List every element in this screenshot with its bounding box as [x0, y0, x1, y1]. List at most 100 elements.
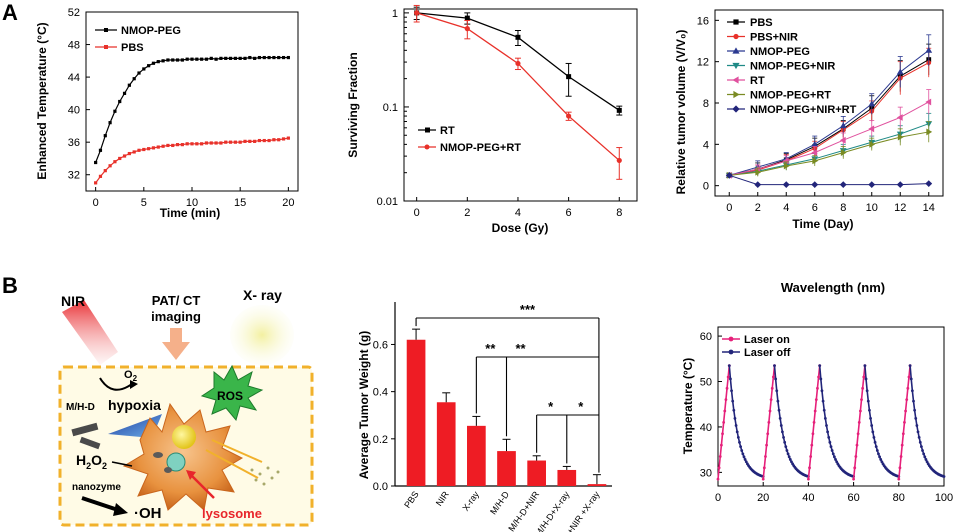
c5-legend-label: Laser on — [744, 334, 790, 346]
c1-xtick-label: 10 — [186, 197, 198, 209]
c5-laser-on-point — [723, 409, 727, 413]
c1-point — [118, 99, 122, 104]
c1-point — [161, 59, 165, 63]
c5-laser-off-point — [830, 449, 834, 452]
c4-bar — [587, 484, 607, 486]
c1-point — [156, 145, 160, 149]
c1-point — [228, 56, 233, 60]
nanozyme-arrow — [81, 496, 119, 512]
c5-laser-off-point — [822, 408, 826, 412]
c3-xtick-label: 14 — [923, 202, 935, 214]
c2-point — [616, 157, 622, 164]
c3-xtick-label: 2 — [755, 202, 761, 214]
c5-ytick-label: 60 — [700, 331, 712, 343]
c5-laser-on-point — [812, 421, 816, 424]
c2-xtick-label: 4 — [515, 207, 521, 219]
c3-xtick-label: 4 — [783, 202, 789, 214]
c1-point — [214, 57, 218, 61]
c5-laser-off-point — [784, 445, 788, 449]
c2-xtick-label: 6 — [566, 207, 572, 219]
c5-xtick-label: 0 — [715, 492, 721, 504]
c1-point — [175, 58, 180, 62]
c5-laser-off-point — [740, 449, 744, 452]
c5-laser-off-point — [868, 408, 871, 412]
c3-point — [782, 157, 789, 165]
c3-point — [925, 180, 933, 187]
c3-series-line-1 — [729, 62, 929, 176]
o2-label: O2 — [124, 369, 138, 383]
c1-point — [200, 142, 204, 146]
c5-ylabel: Temperature (°C) — [681, 358, 695, 455]
c3-series-line-4 — [729, 101, 929, 176]
c5-laser-off-point — [910, 389, 914, 393]
c3-legend-label: NMOP-PEG — [750, 46, 810, 58]
xray-ray-2 — [211, 439, 263, 463]
c4-ytick-label: 0.0 — [373, 481, 388, 493]
c5-laser-on-point — [813, 409, 817, 413]
c2-legend-marker — [425, 127, 430, 133]
c1-series-line-0 — [95, 56, 289, 163]
c1-point — [248, 55, 252, 60]
c5-laser-off-point — [831, 452, 835, 456]
c5-laser-off-point — [826, 430, 830, 434]
c3-point — [896, 114, 903, 121]
c5-laser-on-point — [719, 443, 723, 447]
c3-xtick-label: 8 — [840, 202, 846, 214]
ros-label: ROS — [217, 389, 243, 403]
c1-ytick-label: 40 — [68, 105, 80, 117]
c5-laser-off-point — [734, 424, 738, 427]
c5-laser-on-point — [899, 455, 903, 458]
c3-point — [783, 162, 790, 170]
c5-laser-on-point — [897, 477, 901, 481]
c5-xtick-label: 20 — [757, 492, 769, 504]
c1-point — [108, 164, 112, 168]
c1-point — [248, 139, 252, 143]
c3-point — [868, 181, 876, 189]
c1-point — [103, 134, 107, 138]
c5-laser-off-point — [781, 430, 784, 434]
c1-point — [137, 148, 141, 152]
c3-point — [869, 140, 876, 148]
c5-laser-off-point — [828, 440, 832, 444]
c3-series-line-3 — [729, 123, 929, 176]
c3-ytick-label: 16 — [697, 15, 709, 27]
c5-laser-on-point — [770, 386, 774, 390]
xray-label: X- ray — [243, 287, 282, 303]
c1-point — [171, 58, 175, 62]
c3-legend-marker — [732, 76, 739, 84]
imaging-arrow — [162, 328, 190, 360]
c1-point — [257, 138, 262, 143]
c5-laser-on-point — [809, 455, 813, 458]
c1-point — [272, 55, 276, 60]
c2-point — [464, 26, 470, 32]
oh-label: ·OH — [134, 505, 162, 522]
c5-laser-off-point — [829, 445, 833, 449]
c1-point — [122, 154, 127, 158]
c4-ytick-label: 0.6 — [373, 339, 388, 351]
c5-laser-off-point — [736, 436, 740, 439]
c3-legend-label: NMOP-PEG+NIR+RT — [750, 104, 857, 116]
c5-laser-on-point — [904, 409, 907, 413]
c1-point — [243, 56, 247, 60]
mhd-label: M/H-D — [66, 402, 95, 413]
c1-point — [175, 143, 180, 147]
c5-ytick-label: 40 — [700, 422, 712, 434]
c2-point — [414, 10, 420, 16]
c1-point — [166, 58, 170, 62]
c3-point — [925, 98, 932, 106]
c5-legend-marker — [728, 336, 734, 342]
c2-point — [616, 107, 622, 113]
c3-ylabel: Relative tumor volume (V/V₀) — [674, 30, 688, 195]
c4-xtick-label: M/H-D — [488, 489, 511, 516]
c5-laser-off-point — [820, 389, 824, 393]
c1-ylabel: Enhanced Temperature (°C) — [35, 22, 49, 179]
c5-laser-off-point — [878, 455, 881, 459]
c1-point — [238, 140, 242, 144]
c1-point — [185, 142, 189, 146]
c5-laser-off-point — [819, 377, 823, 381]
c3-point — [725, 171, 733, 179]
c5-laser-off-point — [916, 430, 920, 434]
c5-laser-off-point — [821, 399, 825, 403]
c2-xtick-label: 8 — [616, 207, 622, 219]
c1-point — [219, 56, 223, 60]
